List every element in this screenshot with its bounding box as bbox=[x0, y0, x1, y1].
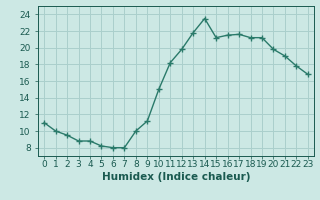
X-axis label: Humidex (Indice chaleur): Humidex (Indice chaleur) bbox=[102, 172, 250, 182]
